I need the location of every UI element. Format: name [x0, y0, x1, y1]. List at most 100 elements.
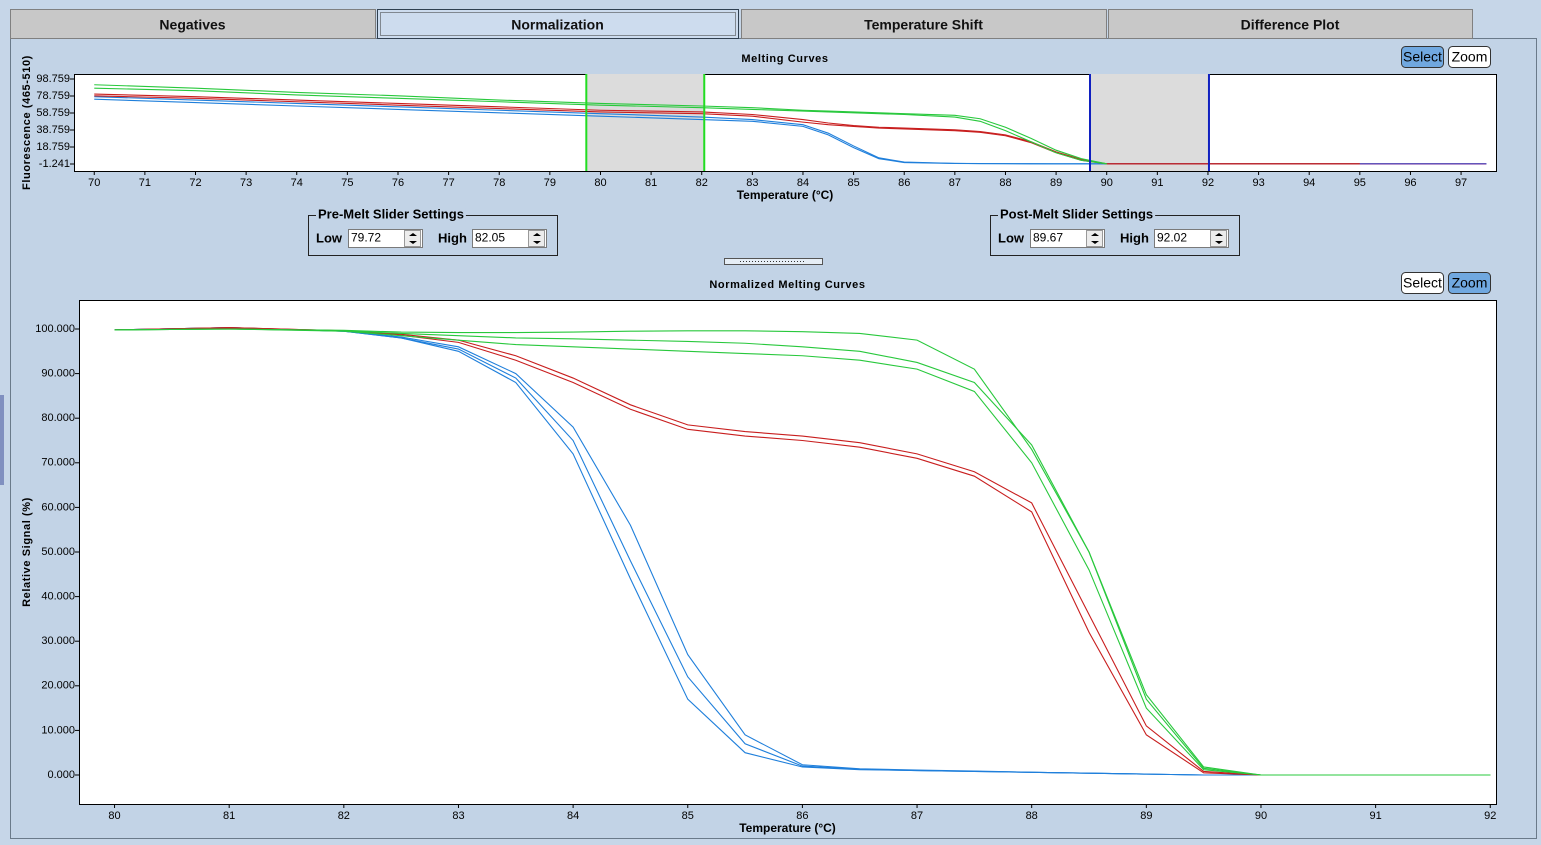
toolbar-button[interactable]: Zoom: [1448, 272, 1491, 294]
x-tick-label: 92: [1484, 810, 1496, 822]
y-tick-label: 80.000: [41, 412, 75, 424]
tab[interactable]: Difference Plot: [1108, 9, 1473, 39]
slider-region: [586, 74, 705, 171]
x-tick-label: 73: [240, 177, 252, 189]
x-tick-label: 91: [1151, 177, 1163, 189]
button-label: Select: [1403, 49, 1442, 65]
spin-buttons: [528, 230, 545, 247]
x-tick-label: 87: [949, 177, 961, 189]
spin-up: [533, 233, 541, 236]
x-tick-label: 96: [1404, 177, 1416, 189]
high-label: High: [1120, 230, 1149, 245]
y-tick-label: 20.000: [41, 680, 75, 692]
y-tick-label: 10.000: [41, 724, 75, 736]
curve: [94, 93, 1360, 165]
x-tick-label: 91: [1369, 810, 1381, 822]
spin-box[interactable]: 92.02: [1154, 229, 1229, 248]
y-tick-label: 100.000: [35, 323, 75, 335]
tab-label: Negatives: [159, 17, 225, 33]
plot-content: [114, 327, 1491, 776]
group-title: Post-Melt Slider Settings: [1000, 206, 1153, 221]
y-axis-label: Relative Signal (%): [21, 497, 33, 607]
y-tick-label: -1.241: [39, 158, 70, 170]
x-tick-label: 93: [1252, 177, 1264, 189]
tab-label: Difference Plot: [1241, 17, 1340, 33]
x-tick-label: 80: [108, 810, 120, 822]
x-tick-label: 84: [797, 177, 809, 189]
side-handle[interactable]: [0, 395, 4, 485]
y-tick-label: 30.000: [41, 635, 75, 647]
spin-value: 79.72: [351, 231, 381, 245]
spin-value: 82.05: [475, 231, 505, 245]
x-tick-label: 88: [1026, 810, 1038, 822]
curve: [94, 87, 1107, 165]
x-tick-label: 90: [1101, 177, 1113, 189]
group-title: Pre-Melt Slider Settings: [318, 206, 464, 221]
x-tick-label: 89: [1140, 810, 1152, 822]
group-title-bg: [998, 208, 1156, 222]
spin-box[interactable]: 89.67: [1030, 229, 1105, 248]
toolbar-button[interactable]: Select: [1401, 272, 1444, 294]
group-title-bg: [316, 208, 466, 222]
x-tick-label: 74: [291, 177, 303, 189]
x-tick-label: 94: [1303, 177, 1315, 189]
y-tick-label: 90.000: [41, 367, 75, 379]
toolbar-button[interactable]: Select: [1401, 46, 1444, 68]
spin-box[interactable]: 79.72: [348, 229, 423, 248]
plot-content: [94, 74, 1487, 171]
curve: [114, 328, 1491, 776]
x-tick-label: 89: [1050, 177, 1062, 189]
x-tick-label: 92: [1202, 177, 1214, 189]
spin-up: [1215, 233, 1223, 236]
x-tick-label: 71: [139, 177, 151, 189]
y-tick-label: 60.000: [41, 501, 75, 513]
x-tick-label: 81: [223, 810, 235, 822]
tab[interactable]: Temperature Shift: [741, 9, 1107, 39]
y-tick-label: 0.000: [47, 769, 75, 781]
spin-up: [1091, 233, 1099, 236]
spin-down: [409, 241, 417, 244]
y-tick-label: 98.759: [36, 73, 70, 85]
x-tick-label: 75: [341, 177, 353, 189]
button-label: Zoom: [1452, 49, 1488, 65]
x-tick-label: 87: [911, 810, 923, 822]
x-axis-label: Temperature (°C): [739, 821, 836, 835]
x-tick-label: 70: [88, 177, 100, 189]
tab-face: [377, 9, 739, 39]
x-axis-label: Temperature (°C): [737, 188, 834, 202]
spin-value: 92.02: [1157, 231, 1187, 245]
tab[interactable]: Negatives: [10, 9, 376, 39]
curve: [114, 328, 1491, 776]
button-label: Zoom: [1452, 275, 1488, 291]
x-tick-label: 84: [567, 810, 579, 822]
slider-settings: Post-Melt Slider Settings Low 89.67 High 92.…: [990, 206, 1240, 256]
x-tick-label: 97: [1455, 177, 1467, 189]
y-tick-label: 18.759: [36, 141, 70, 153]
tab[interactable]: Normalization: [377, 9, 739, 39]
spin-box[interactable]: 82.05: [472, 229, 547, 248]
y-axis-label: Fluorescence (465-510): [21, 55, 33, 190]
chart-title: Melting Curves: [741, 53, 828, 65]
x-tick-label: 86: [898, 177, 910, 189]
button-face: [1401, 272, 1444, 294]
x-tick-label: 90: [1255, 810, 1267, 822]
tab-label: Temperature Shift: [864, 17, 983, 33]
y-tick-label: 40.000: [41, 591, 75, 603]
spin-buttons: [404, 230, 421, 247]
y-tick-label: 50.000: [41, 546, 75, 558]
y-tick-label: 58.759: [36, 107, 70, 119]
spin-up: [409, 233, 417, 236]
x-tick-label: 83: [746, 177, 758, 189]
spin-value: 89.67: [1033, 231, 1063, 245]
x-tick-label: 76: [392, 177, 404, 189]
spin-down: [1091, 241, 1099, 244]
button-label: Select: [1403, 275, 1442, 291]
tab-label: Normalization: [511, 17, 604, 33]
button-face: [1401, 46, 1444, 68]
toolbar-button[interactable]: Zoom: [1448, 46, 1491, 68]
button-face: [1448, 272, 1491, 294]
spin-down: [1215, 241, 1223, 244]
x-tick-label: 83: [452, 810, 464, 822]
tab-face: [10, 9, 376, 39]
